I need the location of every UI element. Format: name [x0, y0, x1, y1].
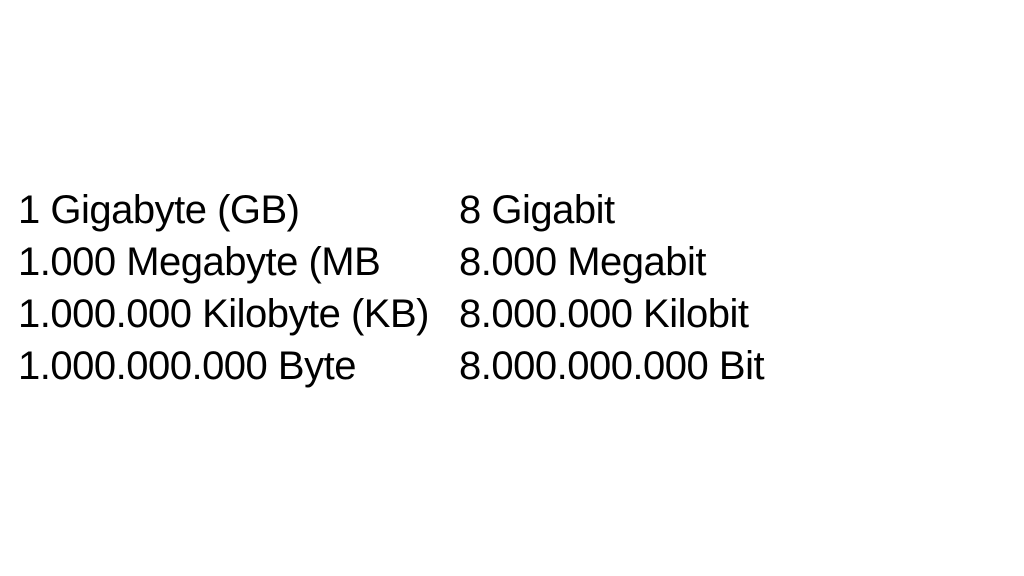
table-row: 8.000 Megabit	[459, 236, 764, 288]
bytes-column: 1 Gigabyte (GB) 1.000 Megabyte (MB 1.000…	[18, 184, 429, 392]
table-row: 8.000.000 Kilobit	[459, 288, 764, 340]
table-row: 8.000.000.000 Bit	[459, 340, 764, 392]
table-row: 1.000.000 Kilobyte (KB)	[18, 288, 429, 340]
data-unit-table: 1 Gigabyte (GB) 1.000 Megabyte (MB 1.000…	[18, 184, 764, 392]
table-row: 1.000.000.000 Byte	[18, 340, 429, 392]
bits-column: 8 Gigabit 8.000 Megabit 8.000.000 Kilobi…	[459, 184, 764, 392]
table-row: 1.000 Megabyte (MB	[18, 236, 429, 288]
table-row: 8 Gigabit	[459, 184, 764, 236]
table-row: 1 Gigabyte (GB)	[18, 184, 429, 236]
